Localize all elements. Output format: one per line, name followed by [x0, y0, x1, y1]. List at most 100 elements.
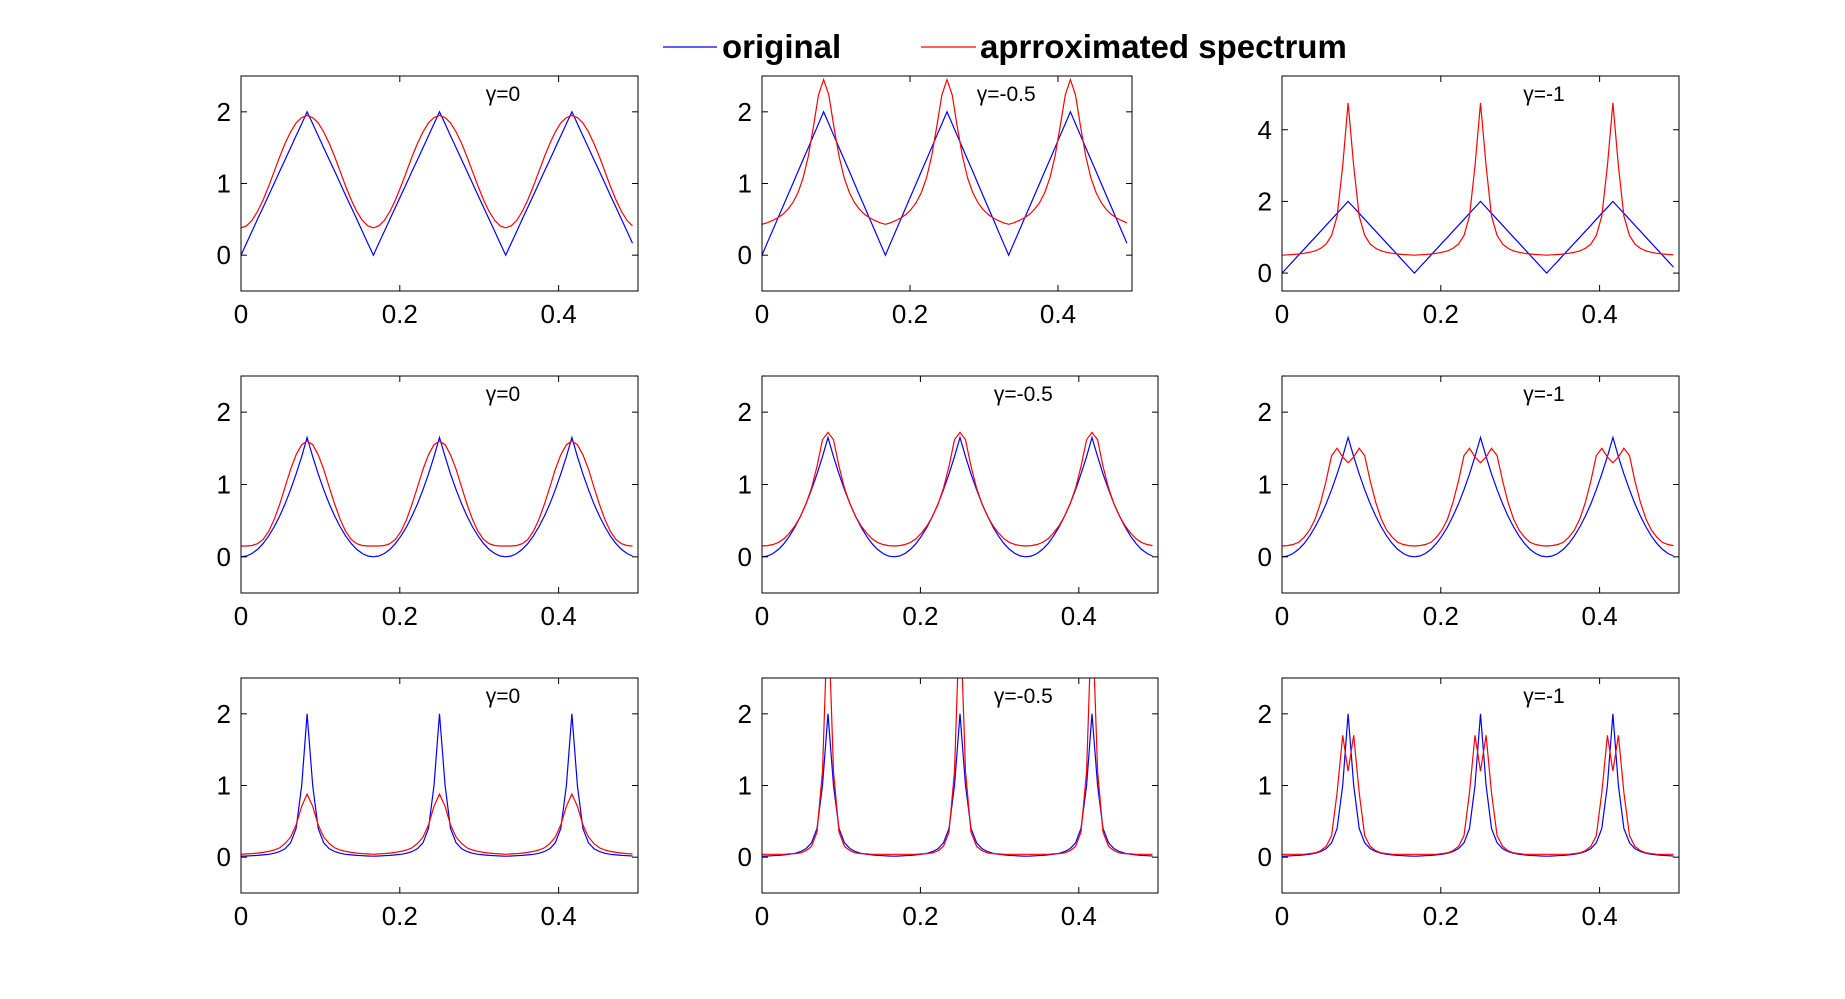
x-tick-label: 0.2	[382, 299, 418, 329]
gamma-annotation: γ=-1	[1523, 685, 1564, 708]
gamma-annotation: γ=0	[486, 685, 520, 708]
subplot-r1c2: 0 0.2 0.4 0 1 2 γ=-0.5	[738, 75, 1133, 329]
legend: original aprroximated spectrum	[663, 28, 1347, 65]
subplot-r3c2: 0 0.2 0.4 0 1 2 γ=-0.5	[738, 677, 1159, 931]
y-tick-label: 0	[1258, 842, 1272, 872]
series-line-original	[762, 435, 1153, 558]
series-line-original	[241, 110, 634, 257]
series-line-approximated	[762, 678, 1153, 855]
x-tick-label: 0.4	[541, 299, 577, 329]
axes-box	[240, 75, 639, 292]
x-tick-label: 0.4	[1582, 299, 1618, 329]
x-tick-label: 0	[234, 299, 248, 329]
y-tick-label: 1	[738, 771, 752, 801]
x-tick-label: 0	[755, 601, 769, 631]
x-tick-label: 0.4	[1061, 901, 1097, 931]
x-tick-label: 0	[755, 901, 769, 931]
x-tick-label: 0.2	[892, 299, 928, 329]
subplot-r2c3: 0 0.2 0.4 0 1 2 γ=-1	[1258, 375, 1680, 631]
y-tick-label: 1	[1258, 470, 1272, 500]
y-tick-label: 2	[217, 97, 231, 127]
series-line-approximated	[762, 77, 1128, 225]
y-tick-label: 2	[217, 699, 231, 729]
gamma-annotation: γ=-1	[1523, 383, 1564, 406]
x-tick-label: 0.4	[541, 901, 577, 931]
x-tick-label: 0.4	[1582, 601, 1618, 631]
gamma-annotation: γ=-0.5	[977, 83, 1036, 106]
series-line-approximated	[241, 114, 633, 229]
series-line-original	[762, 110, 1128, 257]
y-tick-label: 0	[217, 240, 231, 270]
gamma-annotation: γ=-0.5	[994, 685, 1053, 708]
x-tick-label: 0.2	[1423, 601, 1459, 631]
y-tick-label: 0	[217, 842, 231, 872]
series-line-approximated	[241, 792, 633, 855]
series-line-approximated	[1282, 447, 1674, 547]
y-tick-label: 0	[1258, 258, 1272, 288]
gamma-annotation: γ=-0.5	[994, 383, 1053, 406]
series-line-original	[762, 713, 1153, 857]
x-tick-label: 0	[1275, 299, 1289, 329]
axes-box	[761, 375, 1159, 594]
subplot-r2c2: 0 0.2 0.4 0 1 2 γ=-0.5	[738, 375, 1159, 631]
series-line-approximated	[1282, 735, 1674, 855]
x-tick-label: 0.2	[1423, 901, 1459, 931]
series-line-approximated	[1282, 102, 1674, 256]
x-tick-label: 0	[234, 901, 248, 931]
x-tick-label: 0	[234, 601, 248, 631]
subplot-r1c3: 0 0.2 0.4 0 2 4 γ=-1	[1258, 75, 1680, 329]
x-tick-label: 0.2	[382, 601, 418, 631]
x-tick-label: 0.4	[1061, 601, 1097, 631]
axes-box	[1281, 375, 1680, 594]
y-tick-label: 0	[738, 240, 752, 270]
series-line-original	[1282, 200, 1674, 274]
x-tick-label: 0.2	[902, 901, 938, 931]
x-tick-label: 0.2	[902, 601, 938, 631]
x-tick-label: 0.4	[541, 601, 577, 631]
x-tick-label: 0.2	[1423, 299, 1459, 329]
gamma-annotation: γ=0	[486, 383, 520, 406]
subplot-r2c1: 0 0.2 0.4 0 1 2 γ=0	[217, 375, 639, 631]
y-tick-label: 1	[217, 169, 231, 199]
series-line-original	[1282, 713, 1674, 857]
y-tick-label: 4	[1258, 115, 1272, 145]
y-tick-label: 1	[738, 470, 752, 500]
axes-box	[240, 677, 639, 894]
y-tick-label: 2	[1258, 186, 1272, 216]
series-line-approximated	[241, 440, 633, 547]
axes-box	[240, 375, 639, 594]
x-tick-label: 0	[755, 299, 769, 329]
subplot-r1c1: 0 0.2 0.4 0 1 2 γ=0	[217, 75, 639, 329]
x-tick-label: 0.4	[1582, 901, 1618, 931]
legend-label-approx: aprroximated spectrum	[980, 28, 1347, 65]
series-line-original	[241, 435, 633, 558]
axes-box	[1281, 677, 1680, 894]
y-tick-label: 2	[738, 397, 752, 427]
subplot-r3c3: 0 0.2 0.4 0 1 2 γ=-1	[1258, 677, 1680, 931]
x-tick-label: 0	[1275, 601, 1289, 631]
x-tick-label: 0.4	[1040, 299, 1076, 329]
y-tick-label: 2	[738, 97, 752, 127]
y-tick-label: 2	[738, 699, 752, 729]
y-tick-label: 0	[1258, 542, 1272, 572]
subplot-r3c1: 0 0.2 0.4 0 1 2 γ=0	[217, 677, 639, 931]
axes-box	[761, 75, 1133, 292]
y-tick-label: 0	[738, 542, 752, 572]
x-tick-label: 0.2	[382, 901, 418, 931]
series-line-original	[1282, 435, 1674, 558]
y-tick-label: 2	[217, 397, 231, 427]
y-tick-label: 1	[738, 169, 752, 199]
x-tick-label: 0	[1275, 901, 1289, 931]
gamma-annotation: γ=-1	[1523, 83, 1564, 106]
y-tick-label: 1	[1258, 771, 1272, 801]
y-tick-label: 2	[1258, 397, 1272, 427]
y-tick-label: 1	[217, 470, 231, 500]
y-tick-label: 0	[738, 842, 752, 872]
y-tick-label: 1	[217, 771, 231, 801]
gamma-annotation: γ=0	[486, 83, 520, 106]
series-line-original	[241, 713, 633, 857]
axes-box	[1281, 75, 1680, 292]
series-line-approximated	[762, 431, 1153, 547]
legend-label-original: original	[722, 28, 841, 65]
